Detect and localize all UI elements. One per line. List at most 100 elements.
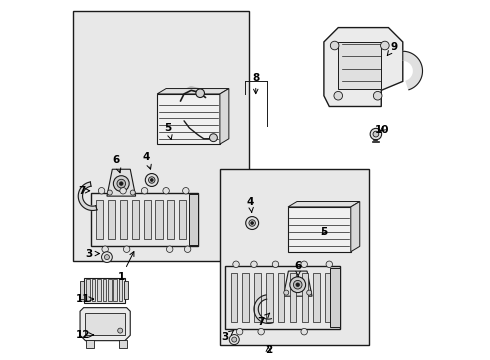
Text: 3: 3 xyxy=(221,330,234,342)
Circle shape xyxy=(334,91,343,100)
Text: 8: 8 xyxy=(252,73,259,94)
Bar xyxy=(80,281,84,299)
Text: 5: 5 xyxy=(320,227,327,237)
Bar xyxy=(108,279,112,301)
Circle shape xyxy=(210,134,218,141)
Circle shape xyxy=(104,255,109,260)
Bar xyxy=(278,273,285,321)
Circle shape xyxy=(141,188,148,194)
Text: 3: 3 xyxy=(85,248,99,258)
Bar xyxy=(266,273,272,321)
Circle shape xyxy=(251,261,257,267)
Circle shape xyxy=(258,328,265,335)
Polygon shape xyxy=(107,169,136,196)
Circle shape xyxy=(381,41,389,50)
Circle shape xyxy=(233,261,239,267)
Polygon shape xyxy=(288,202,360,207)
Text: 4: 4 xyxy=(246,197,254,212)
Circle shape xyxy=(150,179,153,181)
Circle shape xyxy=(123,246,130,252)
Text: 9: 9 xyxy=(387,42,397,55)
Polygon shape xyxy=(78,182,97,211)
Circle shape xyxy=(117,179,125,188)
Text: 5: 5 xyxy=(164,123,172,140)
Circle shape xyxy=(296,283,299,287)
Bar xyxy=(102,279,106,301)
Bar xyxy=(288,207,351,252)
Text: 2: 2 xyxy=(265,345,272,355)
Circle shape xyxy=(107,190,112,195)
Circle shape xyxy=(184,246,191,252)
Bar xyxy=(254,273,261,321)
Bar xyxy=(73,12,248,261)
Circle shape xyxy=(163,188,170,194)
Circle shape xyxy=(330,41,339,50)
Circle shape xyxy=(249,220,255,226)
Bar xyxy=(179,200,186,239)
Circle shape xyxy=(251,222,254,225)
Bar xyxy=(96,200,103,239)
Bar xyxy=(84,278,125,303)
Bar xyxy=(108,200,115,239)
Circle shape xyxy=(373,131,379,137)
Bar xyxy=(124,281,128,299)
Circle shape xyxy=(301,261,307,267)
Polygon shape xyxy=(351,202,360,252)
Bar xyxy=(231,273,237,321)
Circle shape xyxy=(301,328,307,335)
Circle shape xyxy=(307,290,312,295)
Circle shape xyxy=(113,176,129,192)
Circle shape xyxy=(196,89,204,98)
Circle shape xyxy=(146,174,158,186)
Circle shape xyxy=(294,280,302,289)
Polygon shape xyxy=(220,89,229,144)
Circle shape xyxy=(148,177,155,183)
Circle shape xyxy=(98,188,105,194)
Circle shape xyxy=(102,246,108,252)
Bar xyxy=(92,279,96,301)
Bar xyxy=(243,273,249,321)
Circle shape xyxy=(373,91,382,100)
Bar xyxy=(120,340,127,348)
Text: 11: 11 xyxy=(75,294,94,304)
Bar xyxy=(91,193,198,246)
Circle shape xyxy=(120,182,123,185)
Bar xyxy=(325,273,332,321)
Bar xyxy=(290,273,296,321)
Bar xyxy=(132,200,139,239)
Polygon shape xyxy=(254,295,273,323)
Bar xyxy=(167,200,174,239)
Text: 6: 6 xyxy=(112,155,121,173)
Text: 7: 7 xyxy=(78,186,90,196)
Circle shape xyxy=(167,246,173,252)
Polygon shape xyxy=(283,271,312,296)
Bar xyxy=(225,266,340,329)
Circle shape xyxy=(229,334,239,345)
Circle shape xyxy=(272,261,279,267)
Bar xyxy=(190,194,198,244)
Circle shape xyxy=(326,261,333,267)
Circle shape xyxy=(130,190,135,195)
Circle shape xyxy=(101,252,112,262)
Bar xyxy=(119,279,122,301)
Text: 6: 6 xyxy=(294,261,302,276)
Circle shape xyxy=(232,337,237,342)
Bar xyxy=(330,268,340,327)
Circle shape xyxy=(370,129,382,140)
Text: 12: 12 xyxy=(75,330,94,340)
Bar xyxy=(314,273,320,321)
Text: 10: 10 xyxy=(375,125,389,135)
Bar xyxy=(144,200,151,239)
Bar xyxy=(120,200,127,239)
Circle shape xyxy=(118,328,122,333)
Circle shape xyxy=(290,277,306,293)
Circle shape xyxy=(183,188,189,194)
Polygon shape xyxy=(403,51,422,90)
Text: 1: 1 xyxy=(118,252,134,282)
Bar xyxy=(97,279,101,301)
Circle shape xyxy=(245,217,259,229)
Bar xyxy=(338,42,381,89)
Polygon shape xyxy=(80,308,130,341)
Bar xyxy=(87,279,90,301)
Bar xyxy=(302,273,308,321)
